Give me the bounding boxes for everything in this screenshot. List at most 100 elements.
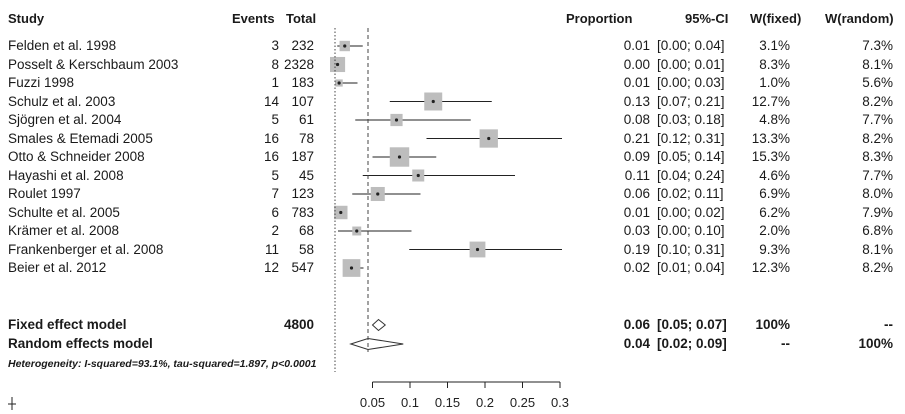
point-estimate [431,99,435,104]
study-total: 58 [298,241,314,257]
point-estimate [349,266,354,270]
header-proportion: Proportion [566,11,633,26]
point-estimate [339,210,343,215]
study-name: Fuzzi 1998 [8,75,75,90]
point-estimate [337,81,341,85]
study-row: Posselt & Kerschbaum 2003 8 2328 0.00 [0.00;… [0,56,905,73]
study-proportion: 0.21 [623,130,650,146]
study-row: Hayashi et al. 2008 5 45 0.11 [0.04; 0.24] 4.… [0,167,905,184]
study-events: 1 [271,75,279,90]
study-total: 123 [291,186,314,201]
study-name: Schulz et al. 2003 [8,93,116,109]
study-name: Hayashi et al. 2008 [8,167,124,183]
study-wrandom: 8.2% [862,130,893,146]
study-wfixed: 2.0% [759,223,790,238]
study-total: 107 [291,93,314,109]
heterogeneity-text: Heterogeneity: I-squared=93.1%, tau-squa… [8,358,317,370]
model-total: 4800 [283,317,314,332]
study-wfixed: 3.1% [759,38,790,53]
x-tick-label: 0.2 [476,395,494,410]
study-proportion: 0.19 [623,241,650,257]
study-total: 547 [291,260,314,275]
study-ci: [0.00; 0.10] [657,223,725,238]
study-row: Otto & Schneider 2008 16 187 0.09 [0.05; 0.1… [0,148,905,165]
study-name: Posselt & Kerschbaum 2003 [8,56,179,72]
study-name: Beier et al. 2012 [8,260,107,275]
study-name: Smales & Etemadi 2005 [8,130,153,146]
study-wrandom: 8.2% [862,260,893,275]
study-row: Schulz et al. 2003 14 107 0.13 [0.07; 0.21] 1… [0,93,905,110]
study-events: 6 [271,204,279,220]
study-ci: [0.04; 0.24] [657,167,725,183]
study-wfixed: 15.3% [751,149,790,164]
study-ci: [0.10; 0.31] [657,241,725,257]
study-wfixed: 12.7% [751,93,790,109]
study-total: 183 [291,75,314,90]
study-total: 45 [298,167,314,183]
study-proportion: 0.01 [623,204,650,220]
study-wfixed: 6.2% [759,204,790,220]
study-proportion: 0.01 [623,75,650,90]
study-wrandom: 8.1% [862,241,893,257]
study-name: Felden et al. 1998 [8,38,117,53]
study-name: Schulte et al. 2005 [8,204,120,220]
study-proportion: 0.09 [623,149,650,164]
study-wrandom: 8.3% [862,149,893,164]
study-name: Krämer et al. 2008 [8,223,120,238]
study-events: 5 [271,167,279,183]
study-wfixed: 9.3% [759,241,790,257]
header-total: Total [286,11,317,26]
study-events: 14 [263,93,279,109]
study-ci: [0.12; 0.31] [657,130,725,146]
study-row: Krämer et al. 2008 2 68 0.03 [0.00; 0.10] 2.0… [0,222,905,239]
study-row: Schulte et al. 2005 6 783 0.01 [0.00; 0.02] 6… [0,204,905,221]
header-wfixed: W(fixed) [750,11,802,26]
header-events: Events [232,11,275,26]
study-proportion: 0.03 [623,223,650,238]
study-wfixed: 12.3% [751,260,790,275]
study-ci: [0.01; 0.04] [657,260,725,275]
study-ci: [0.02; 0.11] [657,186,724,201]
model-proportion: 0.04 [623,336,650,351]
study-row: Beier et al. 2012 12 547 0.02 [0.01; 0.04] 12… [0,259,905,276]
study-wrandom: 6.8% [862,223,893,238]
study-wrandom: 8.2% [862,93,893,109]
study-ci: [0.00; 0.02] [657,204,725,220]
x-tick-label: 0.3 [551,395,569,410]
study-proportion: 0.00 [623,56,650,72]
point-estimate [355,229,359,233]
study-proportion: 0.01 [623,38,650,53]
study-ci: [0.03; 0.18] [657,112,725,127]
model-wrandom: 100% [858,336,893,351]
point-estimate [376,192,380,196]
study-events: 8 [271,56,279,72]
study-proportion: 0.11 [624,167,650,183]
study-wrandom: 8.1% [862,56,893,72]
fixed-effect-row: Fixed effect model 4800 0.06 [0.05; 0.07] 10… [0,316,905,333]
study-proportion: 0.13 [623,93,650,109]
study-events: 7 [271,186,279,201]
study-row: Felden et al. 1998 3 232 0.01 [0.00; 0.04] 3.… [0,37,905,54]
header-study: Study [8,11,45,26]
model-wfixed: -- [781,336,790,351]
model-proportion: 0.06 [623,317,650,332]
study-wrandom: 7.3% [862,38,893,53]
study-events: 3 [271,38,279,53]
model-ci: [0.02; 0.09] [657,336,727,351]
random-effects-row: Random effects model 0.04 [0.02; 0.09] -- 10… [0,335,905,352]
model-wrandom: -- [884,317,893,332]
fixed-diamond [371,318,387,332]
study-wrandom: 8.0% [862,186,893,201]
x-tick-label: 0.25 [510,395,535,410]
study-total: 232 [291,38,314,53]
study-total: 78 [298,130,314,146]
study-events: 16 [263,130,279,146]
point-estimate [343,44,347,48]
study-wfixed: 4.6% [759,167,790,183]
study-events: 16 [263,149,279,164]
point-estimate [416,173,420,178]
random-diamond [349,337,404,351]
study-row: Sjögren et al. 2004 5 61 0.08 [0.03; 0.18] 4.… [0,111,905,128]
study-wfixed: 6.9% [759,186,790,201]
study-events: 12 [263,260,279,275]
